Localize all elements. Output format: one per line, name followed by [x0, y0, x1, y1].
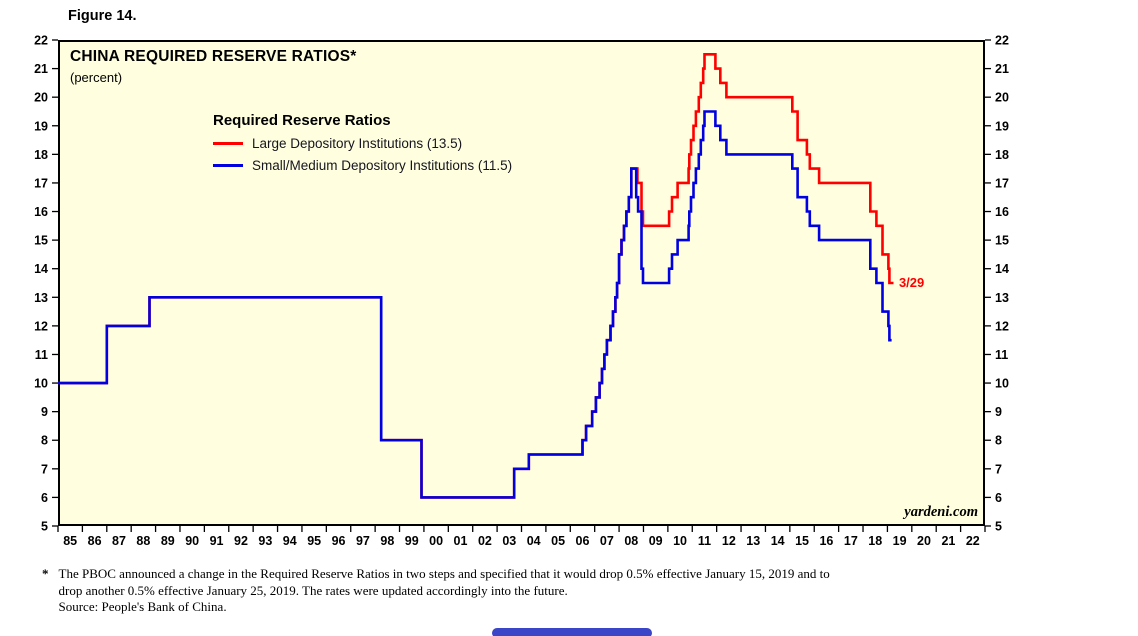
x-tick-label: 85 [63, 534, 77, 548]
x-tick-label: 94 [283, 534, 297, 548]
y-tick-label-right: 10 [995, 377, 1009, 391]
x-tick-label: 04 [527, 534, 541, 548]
y-tick-label-right: 8 [995, 434, 1002, 448]
y-tick-label-left: 21 [34, 62, 48, 76]
x-tick-label: 92 [234, 534, 248, 548]
y-tick-label-right: 17 [995, 176, 1009, 190]
y-tick-label-left: 15 [34, 234, 48, 248]
x-tick-label: 00 [429, 534, 443, 548]
y-tick-label-right: 14 [995, 262, 1009, 276]
footnote-line3: Source: People's Bank of China. [58, 599, 227, 615]
x-tick-label: 09 [649, 534, 663, 548]
y-tick-label-right: 16 [995, 205, 1009, 219]
x-tick-label: 21 [941, 534, 955, 548]
x-tick-label: 10 [673, 534, 687, 548]
y-tick-label-right: 21 [995, 62, 1009, 76]
chart-area: 5 5 6 6 7 7 8 8 9 9 10 10 11 11 12 12 13 13 14 14 15 15 16 16 17… [34, 34, 1009, 549]
y-tick-label-left: 12 [34, 319, 48, 333]
y-tick-label-left: 13 [34, 291, 48, 305]
x-tick-label: 15 [795, 534, 809, 548]
x-tick-label: 89 [161, 534, 175, 548]
x-tick-label: 18 [868, 534, 882, 548]
x-tick-label: 98 [380, 534, 394, 548]
x-tick-label: 13 [746, 534, 760, 548]
y-tick-label-left: 18 [34, 148, 48, 162]
y-tick-label-left: 19 [34, 119, 48, 133]
watermark-yardeni: yardeni.com [904, 504, 978, 520]
y-tick-label-left: 10 [34, 377, 48, 391]
bottom-blue-bar [492, 628, 652, 636]
y-tick-label-left: 16 [34, 205, 48, 219]
y-tick-label-right: 6 [995, 491, 1002, 505]
footnote-asterisk: * [42, 566, 49, 581]
y-tick-label-right: 20 [995, 91, 1009, 105]
legend-title: Required Reserve Ratios [213, 112, 391, 129]
footnote: * The PBOC announced a change in the Req… [42, 566, 830, 616]
legend: Required Reserve Ratios Large Depository… [213, 112, 512, 180]
y-tick-label-right: 22 [995, 34, 1009, 48]
y-tick-label-right: 5 [995, 520, 1002, 534]
x-tick-label: 03 [502, 534, 516, 548]
chart-subtitle: (percent) [70, 70, 123, 85]
x-tick-label: 06 [576, 534, 590, 548]
legend-swatch-large-line [213, 142, 243, 145]
y-tick-label-left: 9 [41, 405, 48, 419]
footnote-line2: drop another 0.5% effective January 25, … [58, 582, 568, 598]
legend-swatch-small-line [213, 164, 243, 167]
x-tick-label: 12 [722, 534, 736, 548]
y-tick-label-right: 7 [995, 462, 1002, 476]
footnote-text: The PBOC announced a change in the Requi… [59, 566, 830, 616]
y-tick-label-left: 6 [41, 491, 48, 505]
y-tick-label-right: 19 [995, 119, 1009, 133]
chart-title: CHINA REQUIRED RESERVE RATIOS* [70, 48, 357, 65]
y-tick-label-left: 20 [34, 91, 48, 105]
x-tick-label: 88 [136, 534, 150, 548]
x-tick-label: 90 [185, 534, 199, 548]
x-tick-label: 01 [454, 534, 468, 548]
x-tick-label: 97 [356, 534, 370, 548]
x-tick-label: 16 [819, 534, 833, 548]
x-tick-label: 91 [210, 534, 224, 548]
y-tick-label-left: 8 [41, 434, 48, 448]
x-tick-label: 87 [112, 534, 126, 548]
x-tick-label: 95 [307, 534, 321, 548]
x-tick-label: 07 [600, 534, 614, 548]
figure-label: Figure 14. [68, 8, 137, 24]
x-tick-label: 20 [917, 534, 931, 548]
y-tick-label-left: 17 [34, 176, 48, 190]
legend-label-small: Small/Medium Depository Institutions (11… [252, 158, 513, 173]
x-tick-label: 11 [698, 534, 711, 548]
x-tick-label: 05 [551, 534, 565, 548]
annotation-3/29: 3/29 [899, 275, 924, 290]
y-tick-label-right: 15 [995, 234, 1009, 248]
y-tick-label-left: 22 [34, 34, 48, 48]
y-tick-label-right: 9 [995, 405, 1002, 419]
x-tick-label: 96 [332, 534, 346, 548]
x-tick-label: 19 [893, 534, 907, 548]
x-tick-label: 22 [966, 534, 980, 548]
y-tick-label-left: 14 [34, 262, 48, 276]
y-tick-label-right: 11 [995, 348, 1008, 362]
x-tick-label: 08 [624, 534, 638, 548]
x-tick-label: 17 [844, 534, 858, 548]
y-tick-label-right: 13 [995, 291, 1009, 305]
y-tick-label-left: 7 [41, 462, 48, 476]
legend-item-small: Small/Medium Depository Institutions (11… [213, 158, 512, 173]
y-tick-label-left: 11 [35, 348, 48, 362]
x-tick-label: 14 [771, 534, 785, 548]
footnote-line1: The PBOC announced a change in the Requi… [58, 566, 830, 581]
y-tick-label-left: 5 [41, 520, 48, 534]
series-line-1 [58, 110, 892, 499]
x-tick-label: 99 [405, 534, 419, 548]
x-tick-label: 93 [258, 534, 272, 548]
legend-item-large: Large Depository Institutions (13.5) [213, 136, 512, 151]
plot-frame [58, 40, 985, 526]
x-tick-label: 86 [88, 534, 102, 548]
y-tick-label-right: 18 [995, 148, 1009, 162]
legend-label-large: Large Depository Institutions (13.5) [252, 136, 463, 151]
y-tick-label-right: 12 [995, 319, 1009, 333]
x-tick-label: 02 [478, 534, 492, 548]
